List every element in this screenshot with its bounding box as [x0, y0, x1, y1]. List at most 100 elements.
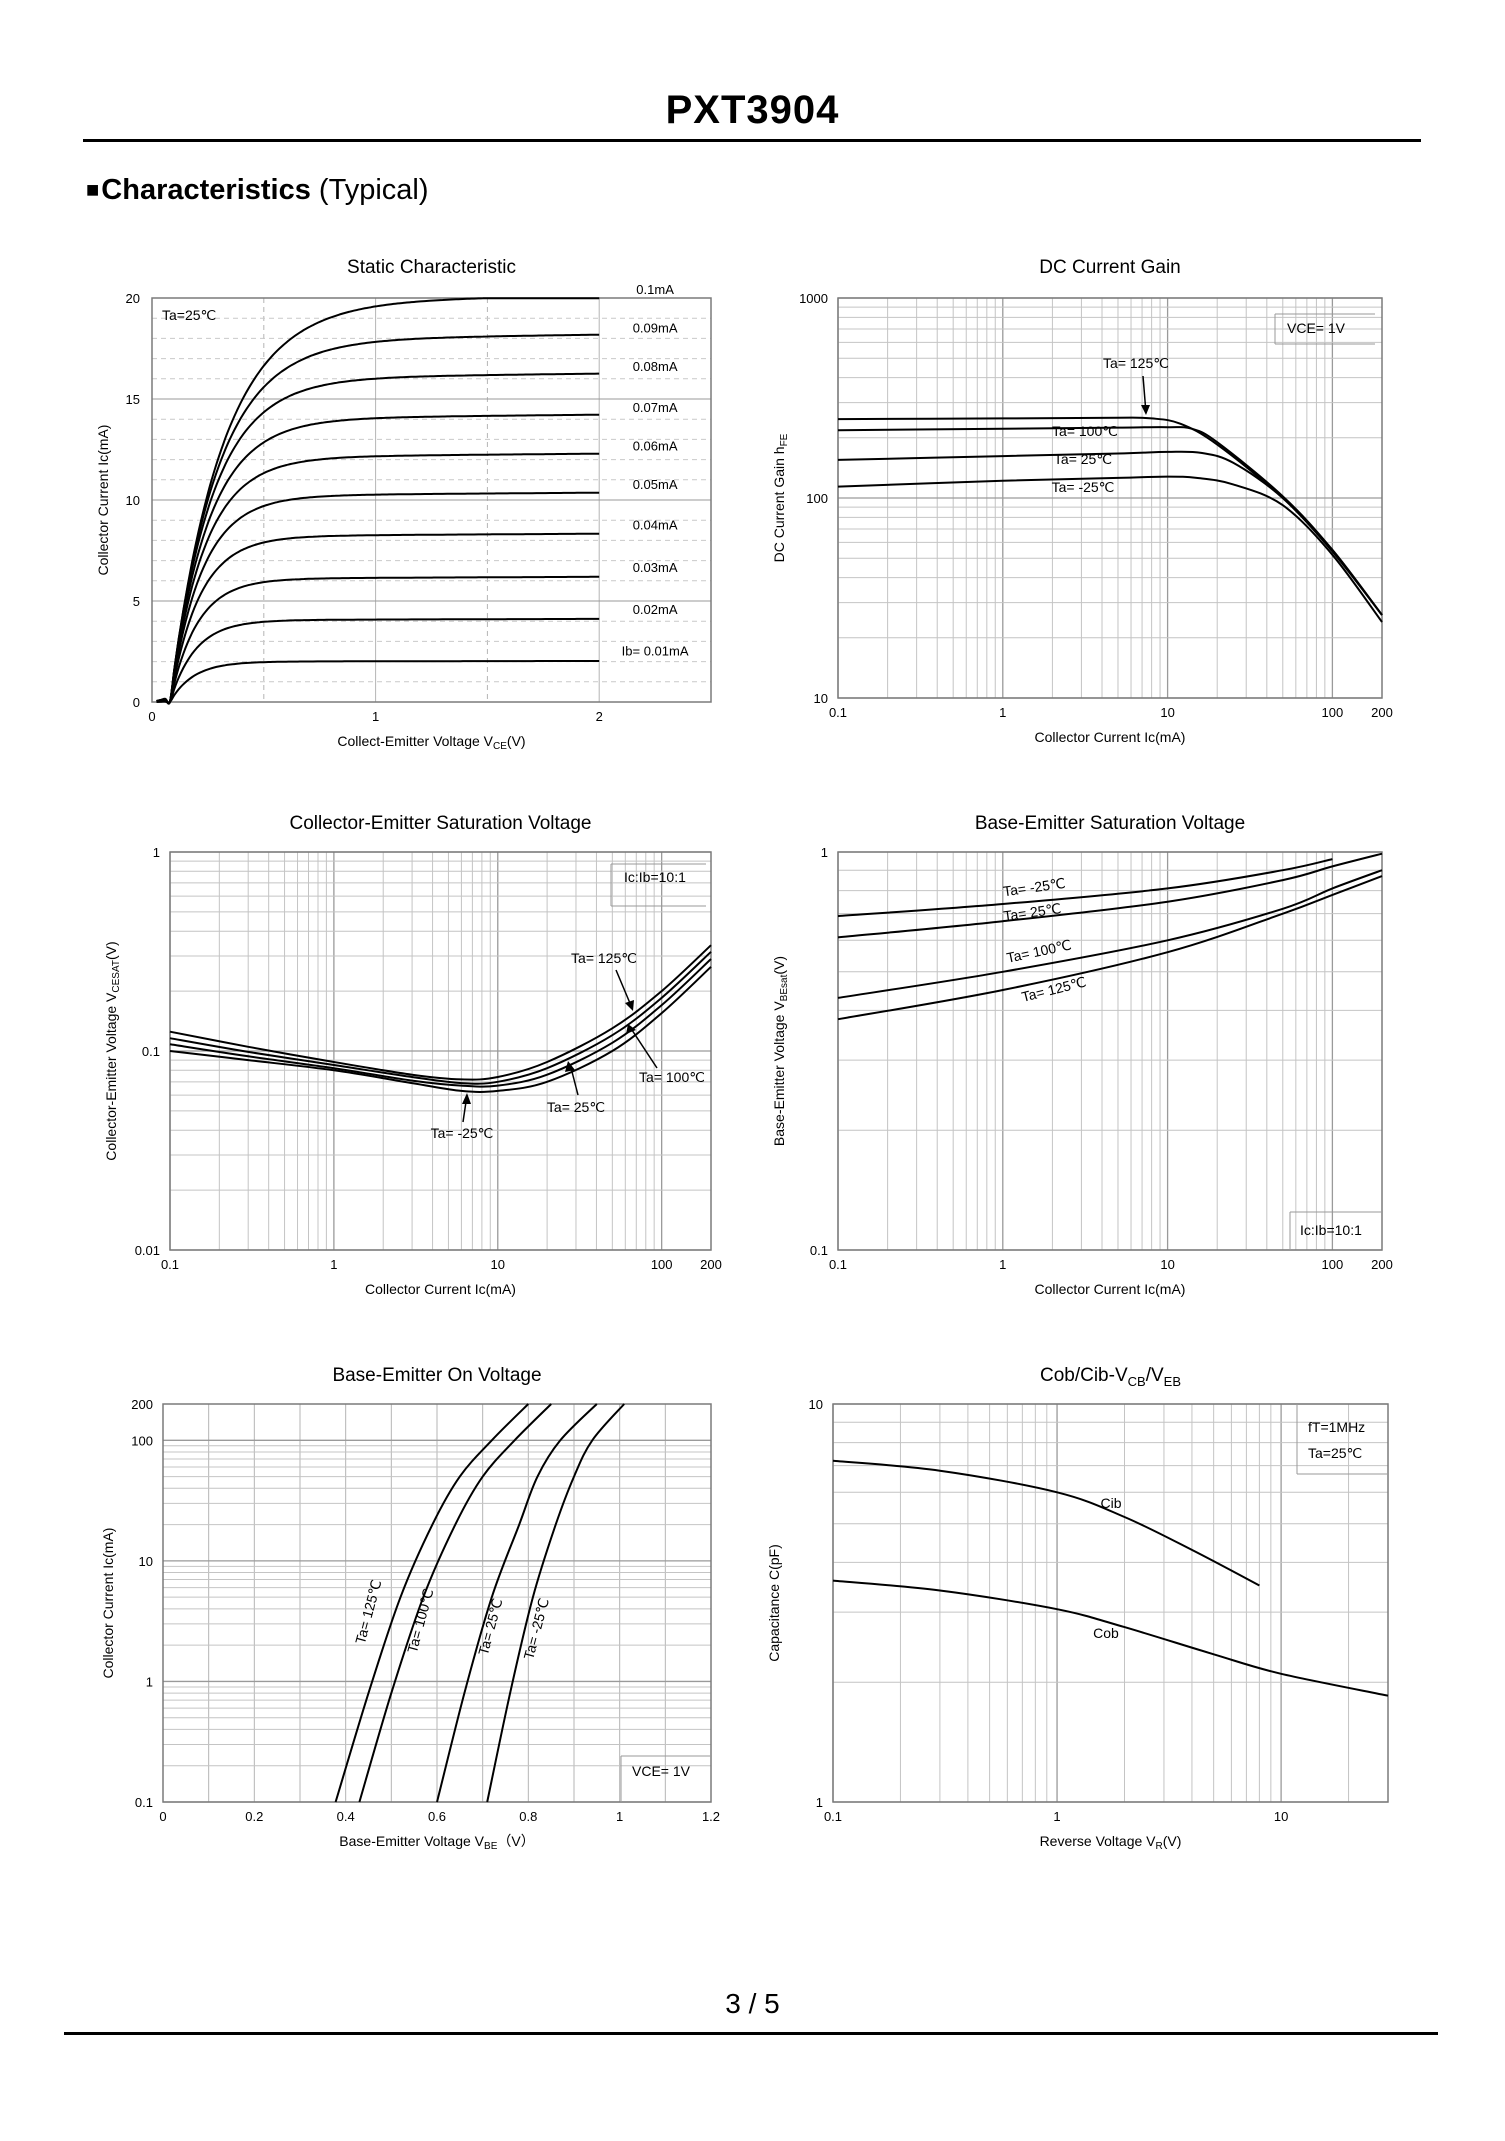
series-line — [156, 575, 600, 705]
plot-frame — [837, 851, 1383, 1251]
series-label: 0.1mA — [636, 282, 674, 297]
x-tick-label: 100 — [1322, 705, 1344, 720]
section-bullet: ■ — [86, 177, 100, 202]
annotation: fT=1MHz — [1308, 1419, 1365, 1435]
x-tick-label: 0.1 — [829, 705, 847, 720]
series-line — [156, 333, 600, 705]
grid — [169, 851, 712, 1251]
label-arrow-head — [626, 1024, 636, 1034]
series-label: Ta= 25℃ — [1054, 451, 1112, 467]
x-tick-label: 1 — [999, 1257, 1006, 1272]
x-tick-label: 0.1 — [829, 1257, 847, 1272]
series-line — [169, 966, 712, 1093]
series-group — [334, 1403, 625, 1803]
x-tick-label: 0.4 — [337, 1809, 355, 1824]
series-label: Ta= 100℃ — [1052, 423, 1118, 439]
series-line — [832, 1459, 1260, 1587]
series-label: 0.03mA — [633, 560, 678, 575]
x-tick-label: 0.8 — [519, 1809, 537, 1824]
y-tick-label: 5 — [133, 594, 140, 609]
series-label: Ta= 25℃ — [475, 1597, 506, 1657]
chart-vbeon: 0 0.2 0.4 0.6 0.8 1 1.2 0.1 1 10 100 200 Base-Emitte… — [100, 1365, 720, 1852]
series-label: Ta= 125℃ — [1103, 355, 1169, 371]
x-tick-label: 1 — [616, 1809, 623, 1824]
x-axis-label: Reverse Voltage VR(V) — [1040, 1833, 1182, 1852]
y-tick-label: 1 — [816, 1795, 823, 1810]
series-label: Cob — [1093, 1625, 1119, 1641]
series-line — [486, 1403, 625, 1803]
series-line — [837, 450, 1383, 616]
annotation: VCE= 1V — [1287, 320, 1346, 336]
section-subtitle: (Typical) — [310, 174, 429, 206]
series-line — [837, 858, 1333, 918]
series-label: 0.02mA — [633, 602, 678, 617]
y-tick-label: 10 — [139, 1554, 153, 1569]
series-label: Cib — [1100, 1495, 1121, 1511]
series-line — [837, 852, 1383, 939]
title-rule — [83, 139, 1421, 142]
series-group — [832, 1459, 1389, 1697]
series-line — [837, 426, 1383, 616]
y-tick-label: 0.1 — [810, 1243, 828, 1258]
series-line — [832, 1579, 1389, 1697]
series-label: 0.07mA — [633, 400, 678, 415]
annotation: Ta=25℃ — [1308, 1445, 1362, 1461]
chart-title: Static Characteristic — [347, 257, 516, 278]
series-line — [156, 660, 600, 704]
x-tick-label: 0.1 — [161, 1257, 179, 1272]
series-line — [169, 944, 712, 1081]
series-group: Ib= 0.01mA 0.02mA 0.03mA 0.04mA 0.05mA 0.06mA… — [156, 282, 689, 705]
series-label: Ta= 125℃ — [1020, 973, 1088, 1004]
series-label: 0.06mA — [633, 438, 678, 453]
chart-title: Base-Emitter On Voltage — [332, 1365, 541, 1386]
y-axis-label: Collector Current Ic(mA) — [100, 1528, 116, 1679]
series-label: Ta= 25℃ — [547, 1099, 605, 1115]
annotation: Ic:Ib=10:1 — [1300, 1222, 1362, 1238]
series-label: 0.08mA — [633, 359, 678, 374]
series-line — [169, 951, 712, 1085]
series-label: Ta= 100℃ — [639, 1069, 705, 1085]
label-arrow-head — [625, 1000, 634, 1011]
series-line — [156, 372, 600, 705]
x-tick-label: 10 — [1274, 1809, 1288, 1824]
chart-vbesat: 0.1 1 10 100 200 0.1 1 Base-Emitter Saturation … — [771, 813, 1393, 1297]
series-label: Ta= -25℃ — [431, 1125, 494, 1141]
series-group — [169, 944, 712, 1093]
grid — [151, 297, 712, 703]
grid — [832, 1403, 1389, 1803]
y-axis-label: Collector Current Ic(mA) — [95, 425, 111, 576]
series-line — [334, 1403, 530, 1803]
series-label: Ib= 0.01mA — [622, 643, 689, 658]
x-tick-label: 1 — [330, 1257, 337, 1272]
page-number: 3 / 5 — [725, 1988, 780, 2019]
x-tick-label: 10 — [1160, 705, 1174, 720]
series-line — [156, 413, 600, 705]
annotation: Ic:Ib=10:1 — [624, 869, 686, 885]
y-axis-label: Collector-Emitter Voltage VCESAT(V) — [103, 941, 122, 1160]
y-tick-label: 200 — [131, 1397, 153, 1412]
series-label: Ta= -25℃ — [1002, 875, 1066, 900]
series-line — [156, 452, 600, 705]
grid — [162, 1403, 712, 1803]
x-tick-label: 10 — [1160, 1257, 1174, 1272]
x-tick-label: 100 — [651, 1257, 673, 1272]
series-label: 0.04mA — [633, 518, 678, 533]
plot-frame — [832, 1403, 1389, 1803]
series-line — [156, 532, 600, 705]
x-tick-label: 0 — [159, 1809, 166, 1824]
y-tick-label: 10 — [126, 493, 140, 508]
chart-title: Cob/Cib-VCB/VEB — [1040, 1365, 1181, 1389]
section-title: Characteristics — [101, 174, 311, 206]
x-tick-label: 1.2 — [702, 1809, 720, 1824]
x-tick-label: 0.6 — [428, 1809, 446, 1824]
x-tick-label: 10 — [491, 1257, 505, 1272]
series-label: 0.09mA — [633, 321, 678, 336]
series-line — [837, 869, 1383, 999]
x-tick-label: 0.2 — [245, 1809, 263, 1824]
series-group — [837, 852, 1383, 1021]
plot-frame — [151, 297, 712, 703]
series-line — [837, 475, 1383, 623]
label-arrow-head — [1141, 405, 1150, 415]
y-tick-label: 0.1 — [142, 1044, 160, 1059]
